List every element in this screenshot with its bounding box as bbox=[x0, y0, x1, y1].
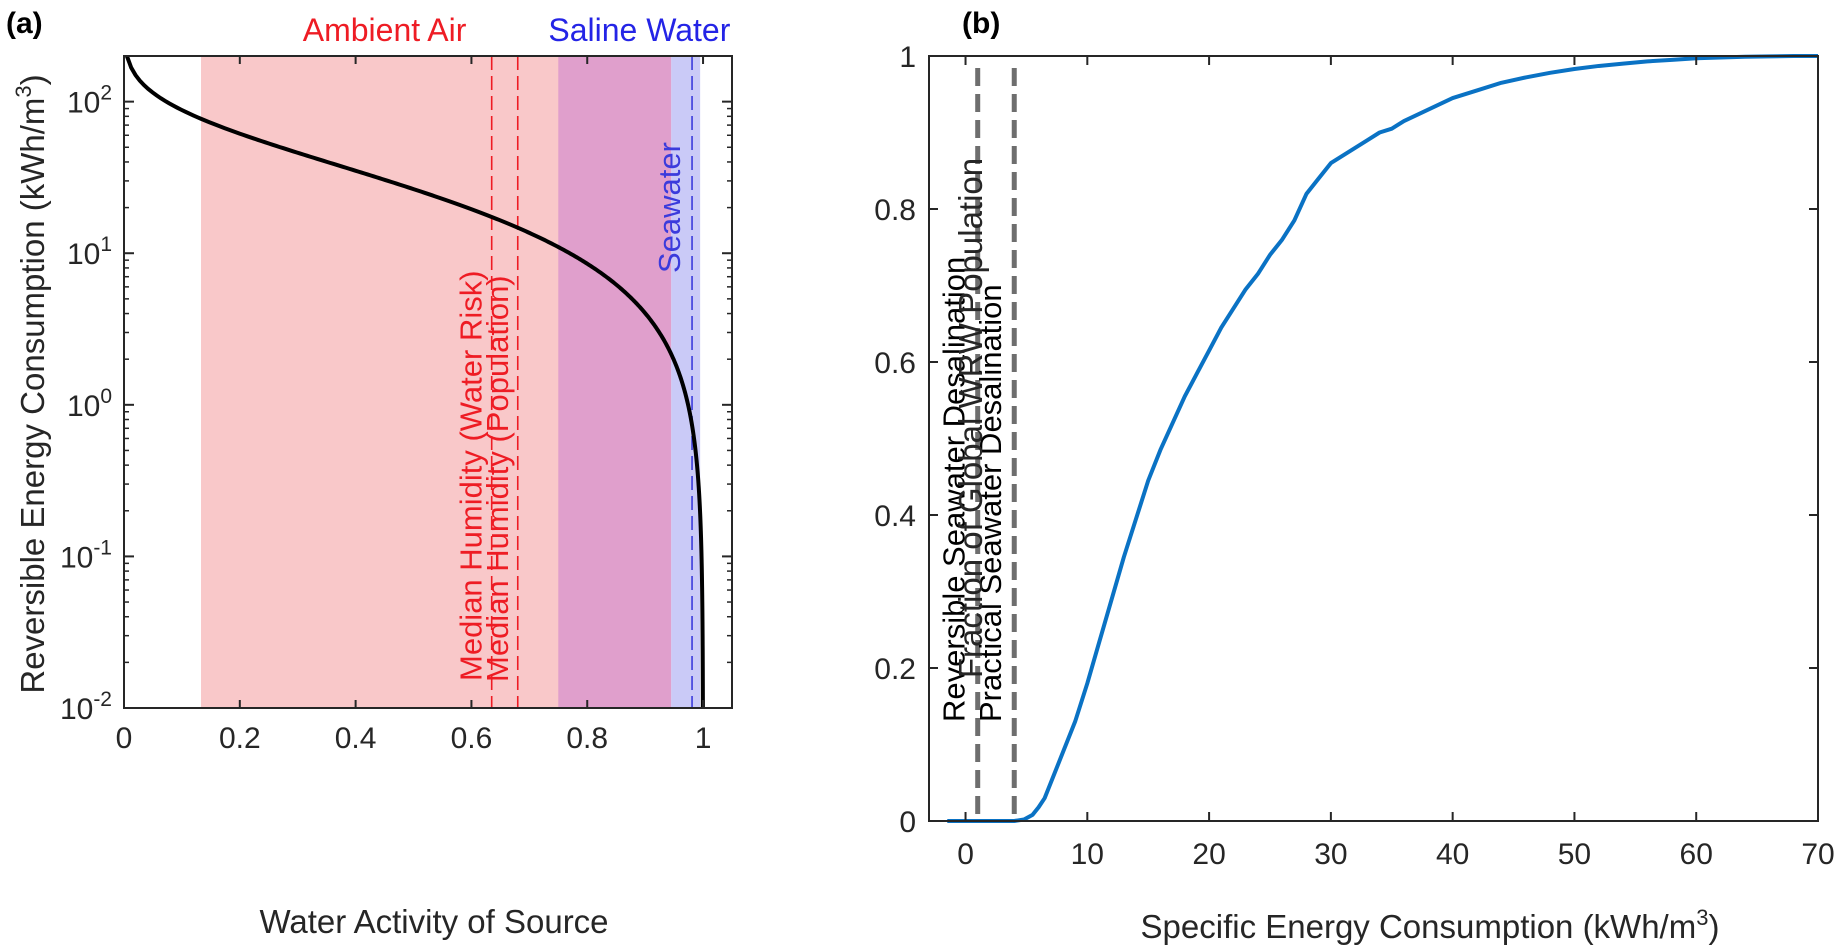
panel-b-y-ticks: 0 0.2 0.4 0.6 0.8 1 bbox=[874, 41, 1818, 839]
panel-a-x-axis-title: Water Activity of Source bbox=[259, 903, 608, 940]
panel-a-y-axis-title-sup: 3 bbox=[11, 85, 36, 97]
panel-b: (b) Reversible Seawater Desalination Prac… bbox=[874, 7, 1834, 945]
panel-a-curve-group bbox=[125, 55, 705, 708]
panel-a-label: (a) bbox=[6, 7, 43, 40]
x-tick-label: 20 bbox=[1192, 838, 1225, 871]
y-tick-label: 10-2 bbox=[60, 688, 112, 726]
panel-b-axes-box bbox=[928, 55, 1819, 822]
panel-a-x-ticks: 0 0.2 0.4 0.6 0.8 1 bbox=[116, 56, 712, 755]
marker-label: Seawater bbox=[652, 142, 687, 273]
x-tick-label: 10 bbox=[1071, 838, 1104, 871]
panel-a-axes-box bbox=[123, 55, 733, 709]
region-label: Saline Water bbox=[548, 12, 730, 48]
y-tick-exponent: 2 bbox=[100, 82, 112, 105]
panel-b-x-axis-title-text: Specific Energy Consumption (kWh/m bbox=[1141, 908, 1697, 945]
reference-line-label: Reversible Seawater Desalination bbox=[937, 257, 972, 722]
panel-b-x-axis-title-close: ) bbox=[1708, 908, 1719, 945]
y-tick-base: 10 bbox=[67, 87, 100, 120]
marker-label: Median Humidity (Population) bbox=[480, 275, 515, 682]
marker-label: Median Humidity (Water Risk) bbox=[454, 270, 489, 681]
y-tick-base: 10 bbox=[67, 390, 100, 423]
y-tick-label: 100 bbox=[67, 385, 112, 423]
panel-b-curve-group bbox=[947, 54, 1818, 823]
y-tick-exponent: -1 bbox=[93, 536, 112, 559]
y-tick-label: 101 bbox=[67, 233, 112, 271]
x-tick-label: 0.6 bbox=[451, 722, 493, 755]
y-tick-label: 10-1 bbox=[60, 536, 112, 574]
y-tick-label: 0 bbox=[899, 806, 916, 839]
x-tick-label: 0.8 bbox=[566, 722, 608, 755]
y-tick-label: 102 bbox=[67, 82, 112, 120]
x-tick-label: 0 bbox=[957, 838, 974, 871]
panel-b-x-axis-title-sup: 3 bbox=[1696, 905, 1708, 930]
y-tick-exponent: 0 bbox=[100, 385, 112, 408]
x-tick-label: 30 bbox=[1314, 838, 1347, 871]
y-tick-label: 0.2 bbox=[874, 653, 916, 686]
panel-a-regions bbox=[201, 56, 701, 708]
y-tick-label: 0.4 bbox=[874, 500, 916, 533]
panel-b-reference-lines: Reversible Seawater Desalination Practica… bbox=[937, 68, 1017, 821]
y-tick-exponent: -2 bbox=[93, 688, 112, 711]
x-tick-label: 60 bbox=[1680, 838, 1713, 871]
x-tick-label: 50 bbox=[1558, 838, 1591, 871]
y-tick-label: 0.6 bbox=[874, 347, 916, 380]
panel-b-label: (b) bbox=[962, 7, 1000, 40]
region-label: Ambient Air bbox=[303, 12, 467, 48]
region-band-overlap bbox=[558, 56, 672, 708]
panel-b-y-axis-title: Fraction of Global WRW Population bbox=[952, 158, 989, 678]
reversible-energy-curve bbox=[125, 55, 705, 708]
panel-b-x-ticks: 0 10 20 30 40 50 60 70 bbox=[957, 56, 1835, 871]
x-tick-label: 40 bbox=[1436, 838, 1469, 871]
x-tick-label: 70 bbox=[1801, 838, 1834, 871]
panel-a-y-axis-title: Reversible Energy Consumption (kWh/m3) bbox=[11, 74, 51, 693]
region-band-saline-water bbox=[671, 56, 701, 708]
x-tick-label: 0.2 bbox=[219, 722, 261, 755]
y-tick-label: 1 bbox=[899, 41, 916, 74]
x-tick-label: 0.4 bbox=[335, 722, 377, 755]
y-tick-base: 10 bbox=[60, 693, 93, 726]
y-tick-base: 10 bbox=[67, 238, 100, 271]
x-tick-label: 0 bbox=[116, 722, 133, 755]
reference-line-label: Practical Seawater Desalination bbox=[973, 284, 1008, 722]
panel-a-y-axis-title-close: ) bbox=[14, 74, 51, 85]
panel-b-x-axis-title: Specific Energy Consumption (kWh/m3) bbox=[1141, 905, 1720, 945]
cumulative-fraction-curve bbox=[947, 54, 1818, 823]
y-tick-base: 10 bbox=[60, 541, 93, 574]
y-tick-exponent: 1 bbox=[100, 233, 112, 256]
panel-a-y-axis-title-text: Reversible Energy Consumption (kWh/m bbox=[14, 98, 51, 694]
y-tick-label: 0.8 bbox=[874, 194, 916, 227]
x-tick-label: 1 bbox=[695, 722, 712, 755]
panel-a-annotations: Ambient Air Saline Water Median Humidity (… bbox=[303, 12, 731, 682]
panel-a-markers bbox=[490, 56, 693, 708]
